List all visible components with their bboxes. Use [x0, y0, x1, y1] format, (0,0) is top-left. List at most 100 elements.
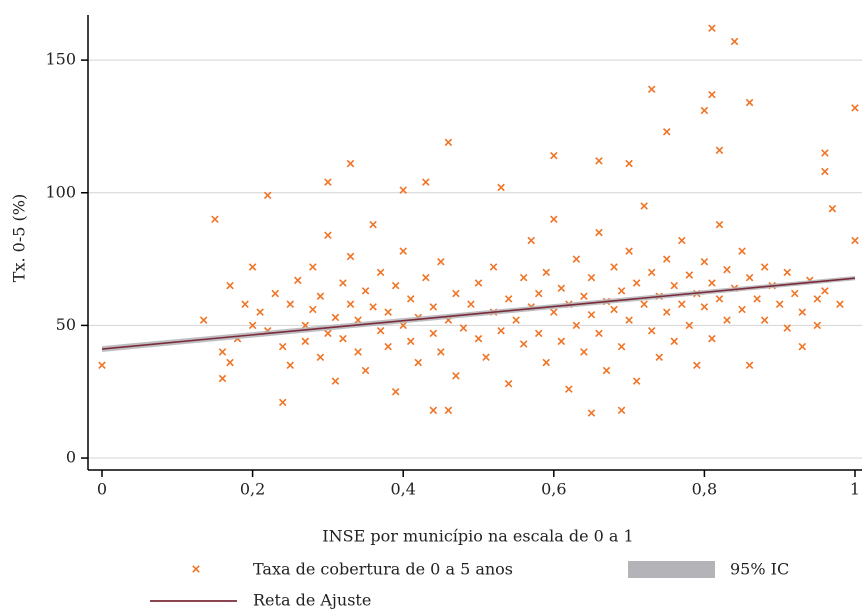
scatter-point: [542, 358, 551, 367]
legend-marker: [192, 565, 200, 573]
scatter-point: [542, 268, 551, 277]
scatter-point: [821, 287, 829, 295]
scatter-point: [723, 316, 731, 324]
scatter-point: [346, 159, 355, 168]
scatter-point: [376, 326, 385, 335]
scatter-point: [745, 98, 754, 107]
scatter-point: [248, 321, 257, 330]
scatter-point: [399, 186, 407, 194]
scatter-point: [798, 308, 807, 316]
scatter-point: [339, 279, 347, 287]
scatter-point: [662, 308, 671, 316]
scatter-point: [459, 324, 468, 332]
scatter-point: [745, 361, 754, 369]
scatter-point: [685, 321, 694, 330]
scatter-point: [324, 231, 332, 239]
scatter-point: [369, 220, 377, 229]
scatter-point: [587, 311, 596, 319]
scatter-point: [851, 104, 859, 112]
scatter-point: [813, 295, 822, 303]
scatter-point: [331, 313, 340, 322]
scatter-point: [662, 127, 671, 136]
scatter-point: [738, 247, 746, 255]
legend-label: Taxa de cobertura de 0 a 5 anos: [253, 560, 513, 579]
x-tick-label: 0: [97, 480, 107, 499]
scatter-point: [572, 255, 581, 263]
scatter-point: [640, 202, 648, 210]
scatter-point: [715, 295, 724, 303]
scatter-point: [444, 406, 453, 415]
scatter-point: [218, 374, 227, 383]
scatter-point: [821, 167, 829, 176]
scatter-point: [512, 316, 520, 324]
scatter-point: [565, 385, 573, 393]
scatter-point: [504, 380, 513, 388]
scatter-point: [836, 300, 844, 308]
scatter-point: [248, 263, 257, 271]
scatter-point: [339, 334, 347, 343]
scatter-point: [828, 204, 837, 213]
y-tick-label: 150: [45, 50, 76, 69]
scatter-point: [708, 90, 716, 99]
scatter-point: [346, 252, 355, 261]
scatter-point: [700, 303, 709, 311]
y-tick-label: 100: [45, 182, 76, 201]
scatter-point: [429, 329, 438, 338]
x-tick-label: 1: [850, 480, 860, 499]
scatter-point: [760, 316, 769, 324]
legend-swatch: [628, 561, 715, 578]
scatter-point: [550, 308, 558, 316]
scatter-point: [595, 157, 603, 165]
scatter-point: [557, 337, 566, 346]
scatter-point: [790, 289, 799, 298]
x-axis-label: INSE por município na escala de 0 a 1: [322, 527, 633, 546]
scatter-point: [316, 353, 325, 362]
scatter-point: [610, 305, 618, 314]
scatter-point: [760, 263, 769, 271]
y-tick-label: 0: [66, 448, 76, 467]
scatter-point: [482, 353, 490, 362]
scatter-point: [813, 321, 822, 330]
scatter-point: [678, 300, 686, 308]
scatter-point: [738, 305, 746, 314]
scatter-point: [625, 247, 633, 255]
scatter-point: [294, 276, 302, 285]
scatter-point: [550, 215, 558, 224]
x-tick-label: 0,2: [240, 480, 265, 499]
scatter-point: [580, 348, 588, 356]
scatter-point: [655, 353, 663, 362]
scatter-point: [354, 348, 362, 356]
scatter-point: [256, 308, 264, 316]
scatter-point: [640, 300, 648, 308]
scatter-point: [376, 268, 385, 277]
scatter-point: [226, 281, 234, 290]
scatter-point: [670, 281, 679, 290]
scatter-point: [384, 342, 392, 351]
scatter-point: [309, 263, 317, 271]
scatter-point: [324, 178, 332, 186]
scatter-point: [444, 138, 453, 147]
scatter-point: [301, 337, 310, 346]
scatter-point: [550, 151, 558, 160]
scatter-point: [384, 308, 392, 316]
scatter-point: [798, 342, 807, 351]
scatter-point: [504, 295, 513, 303]
scatter-point: [437, 348, 445, 356]
scatter-point: [263, 191, 272, 200]
scatter-point: [602, 366, 611, 375]
scatter-point: [678, 236, 686, 245]
scatter-point: [572, 321, 581, 330]
y-tick-label: 50: [56, 315, 76, 334]
scatter-point: [489, 263, 498, 271]
scatter-point: [527, 236, 535, 245]
scatter-point: [422, 273, 430, 282]
scatter-point: [647, 268, 656, 277]
fit-line: [101, 277, 856, 350]
scatter-point: [662, 255, 671, 263]
scatter-point: [474, 279, 483, 287]
scatter-point: [851, 236, 859, 245]
scatter-point: [647, 85, 656, 94]
scatter-point: [534, 289, 543, 298]
